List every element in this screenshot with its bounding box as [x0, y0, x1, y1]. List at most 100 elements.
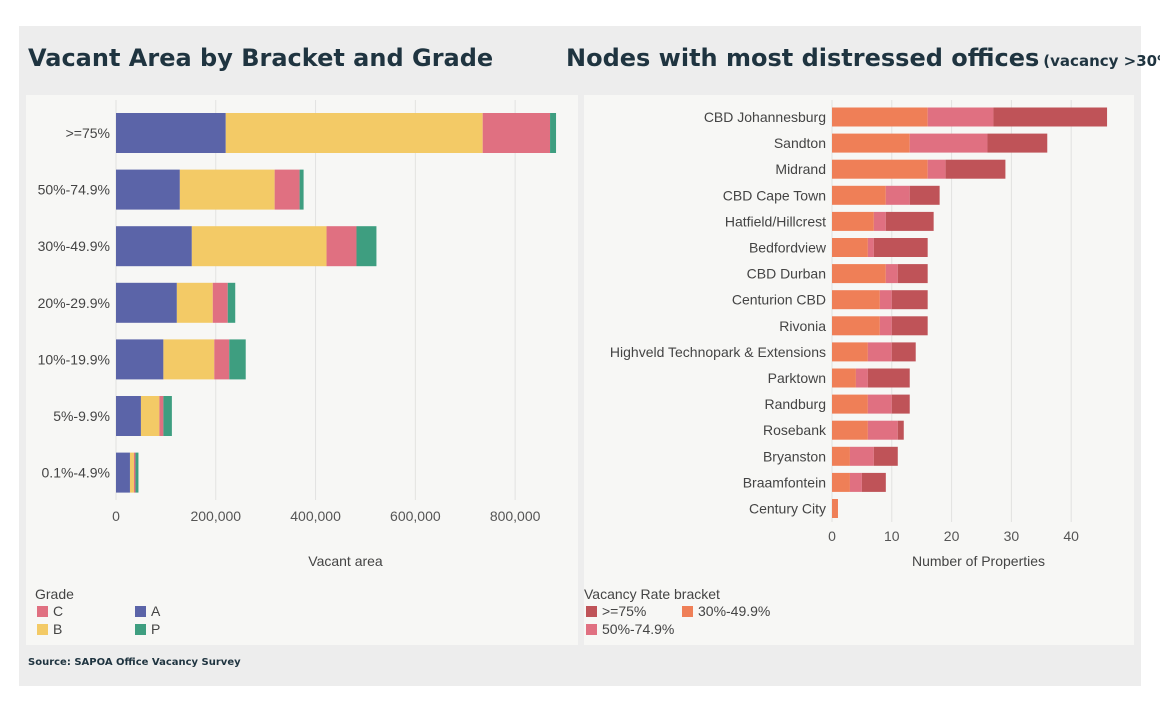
bar-segment-p	[229, 339, 246, 380]
category-label: Randburg	[765, 396, 827, 412]
bar-segment-50-74-9-	[885, 264, 898, 284]
bar-segment-30-49-9-	[832, 238, 868, 257]
bar-segment--75-	[873, 238, 928, 257]
chart-title-left: Vacant Area by Bracket and Grade	[28, 44, 494, 72]
bar-segment-50-74-9-	[879, 290, 892, 310]
bar-segment-30-49-9-	[832, 420, 868, 440]
bar-segment-b	[163, 339, 215, 380]
bar-segment-30-49-9-	[832, 394, 868, 414]
category-label: 30%-49.9%	[38, 238, 110, 254]
x-tick-label: 0	[112, 508, 120, 524]
category-label: 50%-74.9%	[38, 182, 110, 198]
bar-segment-b	[179, 169, 275, 210]
legend-item-vacancy-50: 50%-74.9%	[586, 621, 674, 637]
x-tick-label: 600,000	[390, 508, 441, 524]
chart-title-right-subtitle: (vacancy >30%)	[1043, 52, 1160, 70]
category-label: Midrand	[775, 161, 826, 177]
bar-segment-50-74-9-	[873, 211, 886, 231]
bar-segment-b	[176, 282, 213, 323]
bar-segment--75-	[891, 394, 910, 414]
legend-item-grade-a: A	[135, 603, 160, 619]
bar-segment-c	[159, 396, 164, 436]
bar-segment--75-	[897, 420, 904, 440]
bar-segment--75-	[891, 316, 928, 336]
legend-swatch	[586, 606, 597, 617]
bar-segment-30-49-9-	[832, 472, 850, 492]
bar-segment-c	[212, 282, 228, 323]
category-label: Braamfontein	[743, 474, 826, 490]
bar-segment-50-74-9-	[867, 420, 898, 440]
category-label: >=75%	[66, 125, 110, 141]
x-tick-label: 10	[884, 528, 900, 544]
bar-segment-a	[116, 226, 192, 267]
legend-item-grade-c: C	[37, 603, 63, 619]
bar-segment-a	[116, 113, 226, 153]
category-label: Highveld Technopark & Extensions	[610, 344, 826, 360]
category-label: Century City	[749, 501, 826, 517]
bar-segment--75-	[891, 342, 916, 362]
vacancy-legend: Vacancy Rate bracket >=75% 30%-49.9% 50%…	[584, 586, 884, 638]
x-tick-label: 20	[944, 528, 960, 544]
category-label: 5%-9.9%	[53, 408, 110, 424]
bar-segment-50-74-9-	[849, 472, 862, 492]
bar-segment--75-	[861, 472, 886, 492]
bar-segment-50-74-9-	[849, 446, 874, 466]
category-label: Sandton	[774, 135, 826, 151]
legend-swatch	[135, 606, 146, 617]
bar-segment-c	[326, 226, 357, 267]
legend-swatch	[135, 624, 146, 635]
bar-segment-50-74-9-	[927, 159, 946, 179]
category-label: CBD Durban	[747, 266, 826, 282]
legend-item-grade-p: P	[135, 621, 160, 637]
bar-segment--75-	[897, 264, 928, 284]
category-label: Parktown	[768, 370, 826, 386]
bar-segment-30-49-9-	[832, 316, 880, 336]
x-axis-title: Number of Properties	[912, 553, 1045, 569]
bar-segment-c	[482, 113, 551, 153]
bar-segment-30-49-9-	[832, 211, 874, 231]
category-label: Centurion CBD	[732, 292, 826, 308]
category-label: 10%-19.9%	[38, 351, 110, 367]
bar-segment--75-	[993, 107, 1108, 127]
bar-segment-30-49-9-	[832, 133, 910, 153]
bar-segment-50-74-9-	[885, 185, 910, 205]
bar-segment-30-49-9-	[832, 107, 928, 127]
bar-segment-p	[550, 113, 557, 153]
bar-segment-50-74-9-	[867, 238, 874, 257]
x-tick-label: 30	[1004, 528, 1020, 544]
legend-swatch	[682, 606, 693, 617]
bar-segment-30-49-9-	[832, 185, 886, 205]
chart-title-right-main: Nodes with most distressed offices	[566, 44, 1040, 72]
bar-segment-a	[116, 452, 130, 493]
category-label: CBD Cape Town	[723, 187, 826, 203]
bar-segment-a	[116, 169, 180, 210]
category-label: Rosebank	[763, 422, 827, 438]
bar-segment-c	[274, 169, 300, 210]
chart-title-right: Nodes with most distressed offices (vacan…	[566, 44, 1160, 72]
bar-segment-30-49-9-	[832, 290, 880, 310]
bar-segment-50-74-9-	[909, 133, 988, 153]
legend-item-grade-b: B	[37, 621, 62, 637]
category-label: CBD Johannesburg	[704, 109, 826, 125]
bar-segment-50-74-9-	[927, 107, 994, 127]
bar-segment-30-49-9-	[832, 446, 850, 466]
category-label: 0.1%-4.9%	[42, 465, 110, 481]
bar-segment-b	[191, 226, 327, 267]
x-tick-label: 200,000	[190, 508, 241, 524]
category-label: 20%-29.9%	[38, 295, 110, 311]
legend-label: P	[151, 621, 161, 637]
legend-label: B	[53, 621, 63, 637]
category-label: Bedfordview	[749, 240, 827, 256]
x-tick-label: 400,000	[290, 508, 341, 524]
category-label: Bryanston	[763, 448, 826, 464]
bar-segment-a	[116, 339, 164, 380]
bar-segment-p	[227, 282, 236, 323]
bar-segment-50-74-9-	[855, 368, 868, 388]
bar-segment--75-	[873, 446, 898, 466]
legend-swatch	[37, 606, 48, 617]
bar-segment-30-49-9-	[832, 342, 868, 362]
bar-segment-a	[116, 396, 141, 436]
legend-item-vacancy-30: 30%-49.9%	[682, 603, 770, 619]
legend-label: 50%-74.9%	[602, 621, 675, 637]
bar-segment-30-49-9-	[832, 159, 928, 179]
